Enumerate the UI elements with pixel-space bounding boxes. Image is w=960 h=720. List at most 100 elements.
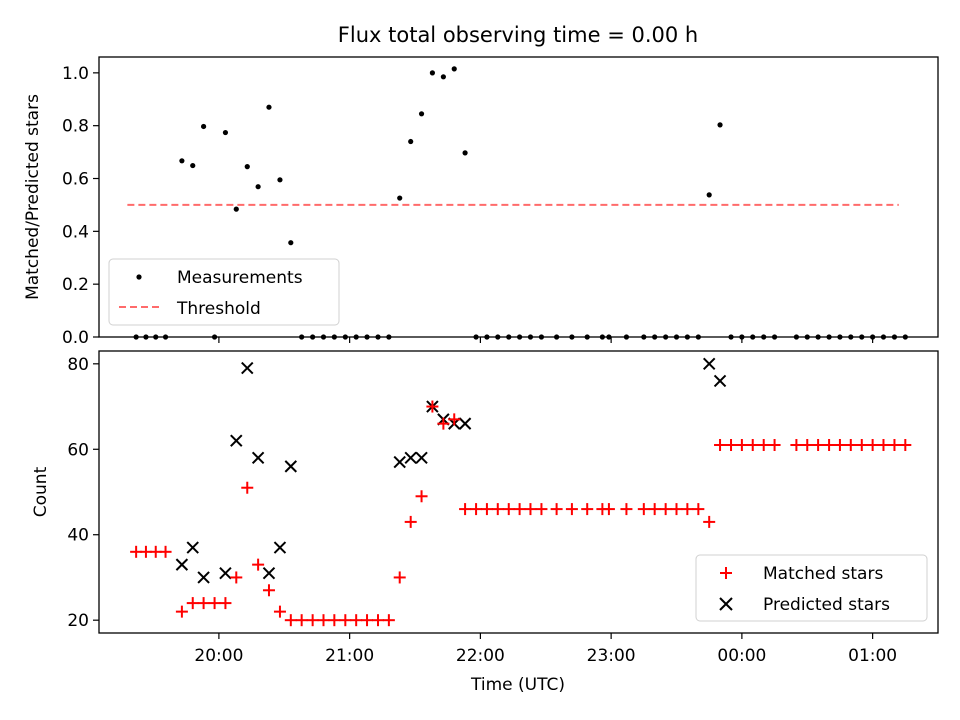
- matched-point: [470, 503, 483, 516]
- measurement-point: [255, 184, 261, 190]
- x-tick-label: 01:00: [848, 646, 897, 666]
- matched-point: [659, 503, 672, 516]
- count-legend-box: [695, 554, 928, 622]
- predicted-point: [186, 541, 199, 554]
- count-legend: Matched stars Predicted stars: [695, 554, 928, 622]
- matched-point: [823, 439, 836, 451]
- legend-predicted-label: Predicted stars: [763, 595, 890, 615]
- predicted-point: [458, 417, 472, 430]
- matched-point: [459, 503, 472, 516]
- matched-point: [714, 439, 727, 451]
- matched-point: [620, 503, 633, 516]
- legend-measurements-marker: [136, 274, 142, 280]
- measurement-point: [462, 150, 468, 156]
- matched-point: [692, 503, 705, 516]
- matched-point: [306, 614, 319, 627]
- predicted-point: [273, 541, 287, 554]
- matched-point: [757, 439, 770, 451]
- matched-point: [480, 503, 493, 516]
- matched-point: [844, 439, 857, 451]
- matched-point: [175, 605, 188, 618]
- matched-point: [415, 490, 428, 503]
- ratio-plot-frame: [98, 56, 939, 338]
- measurement-point: [418, 111, 425, 117]
- x-axis-label: Time (UTC): [470, 675, 565, 695]
- measurement-point: [179, 158, 185, 164]
- y-tick-label: 20: [67, 611, 89, 631]
- matched-point: [524, 503, 537, 516]
- matched-point: [602, 503, 615, 516]
- matched-point: [186, 597, 199, 610]
- measurement-point: [222, 129, 229, 136]
- matched-point: [295, 614, 308, 627]
- matched-point: [637, 503, 650, 516]
- x-tick-label: 20:00: [194, 646, 243, 666]
- measurement-point: [190, 162, 196, 169]
- matched-point: [877, 439, 890, 451]
- y-tick-label: 60: [67, 440, 89, 460]
- matched-point: [393, 571, 406, 584]
- measurement-point: [266, 104, 272, 110]
- matched-point: [502, 503, 515, 516]
- matched-point: [404, 515, 417, 528]
- x-tick-label: 00:00: [717, 646, 766, 666]
- ratio-x-ticks: [218, 337, 874, 343]
- legend-predicted-marker: [719, 597, 733, 611]
- matched-point: [812, 439, 825, 451]
- matched-point: [550, 503, 563, 516]
- matched-point: [513, 503, 526, 516]
- matched-point: [372, 614, 385, 627]
- matched-point: [382, 614, 395, 627]
- measurement-point: [200, 123, 207, 130]
- predicted-point: [415, 451, 428, 465]
- measurement-point: [244, 164, 250, 170]
- matched-point: [746, 439, 759, 451]
- legend-threshold-label: Threshold: [176, 299, 261, 319]
- matched-point: [426, 400, 439, 413]
- matched-point: [801, 439, 814, 451]
- predicted-point: [230, 434, 243, 447]
- legend-matched-marker: [720, 567, 732, 579]
- y-tick-label: 1.0: [62, 64, 89, 84]
- matched-point: [768, 439, 781, 451]
- matched-point: [535, 503, 548, 516]
- ratio-y-axis-label: Matched/Predicted stars: [23, 94, 43, 300]
- y-tick-label: 0.6: [62, 170, 89, 190]
- matched-point: [262, 584, 275, 597]
- predicted-point: [393, 455, 406, 469]
- measurement-point: [288, 240, 294, 246]
- predicted-point: [713, 374, 727, 388]
- matched-point: [230, 571, 243, 584]
- matched-point: [725, 439, 738, 451]
- matched-point: [219, 597, 232, 610]
- y-tick-label: 0.8: [62, 117, 89, 137]
- measurement-point: [717, 122, 723, 128]
- y-tick-label: 0.0: [62, 328, 89, 348]
- predicted-point: [251, 451, 265, 465]
- matched-point: [565, 503, 578, 516]
- matched-point: [491, 503, 504, 516]
- matched-point: [790, 439, 803, 451]
- x-tick-label: 22:00: [456, 646, 505, 666]
- matched-point: [339, 614, 352, 627]
- measurement-point: [408, 138, 414, 145]
- ratio-panel: Flux total observing time = 0.00 h 0.00.…: [23, 23, 939, 348]
- matched-point: [735, 439, 748, 451]
- legend-matched-label: Matched stars: [763, 564, 883, 584]
- count-plot-frame: [98, 350, 939, 634]
- matched-point: [703, 515, 716, 528]
- predicted-point: [219, 566, 232, 580]
- count-y-axis-label: Count: [31, 466, 51, 517]
- measurement-point: [429, 70, 436, 76]
- matched-point: [888, 439, 901, 451]
- y-tick-label: 80: [67, 355, 89, 375]
- matched-point: [670, 503, 683, 516]
- y-tick-label: 0.4: [62, 222, 89, 242]
- predicted-point: [702, 357, 716, 371]
- legend-measurements-label: Measurements: [177, 268, 303, 288]
- measurement-point: [706, 192, 712, 198]
- measurement-point: [451, 66, 457, 72]
- count-y-ticks: 20 40 60 80: [67, 355, 99, 631]
- predicted-point: [175, 558, 189, 571]
